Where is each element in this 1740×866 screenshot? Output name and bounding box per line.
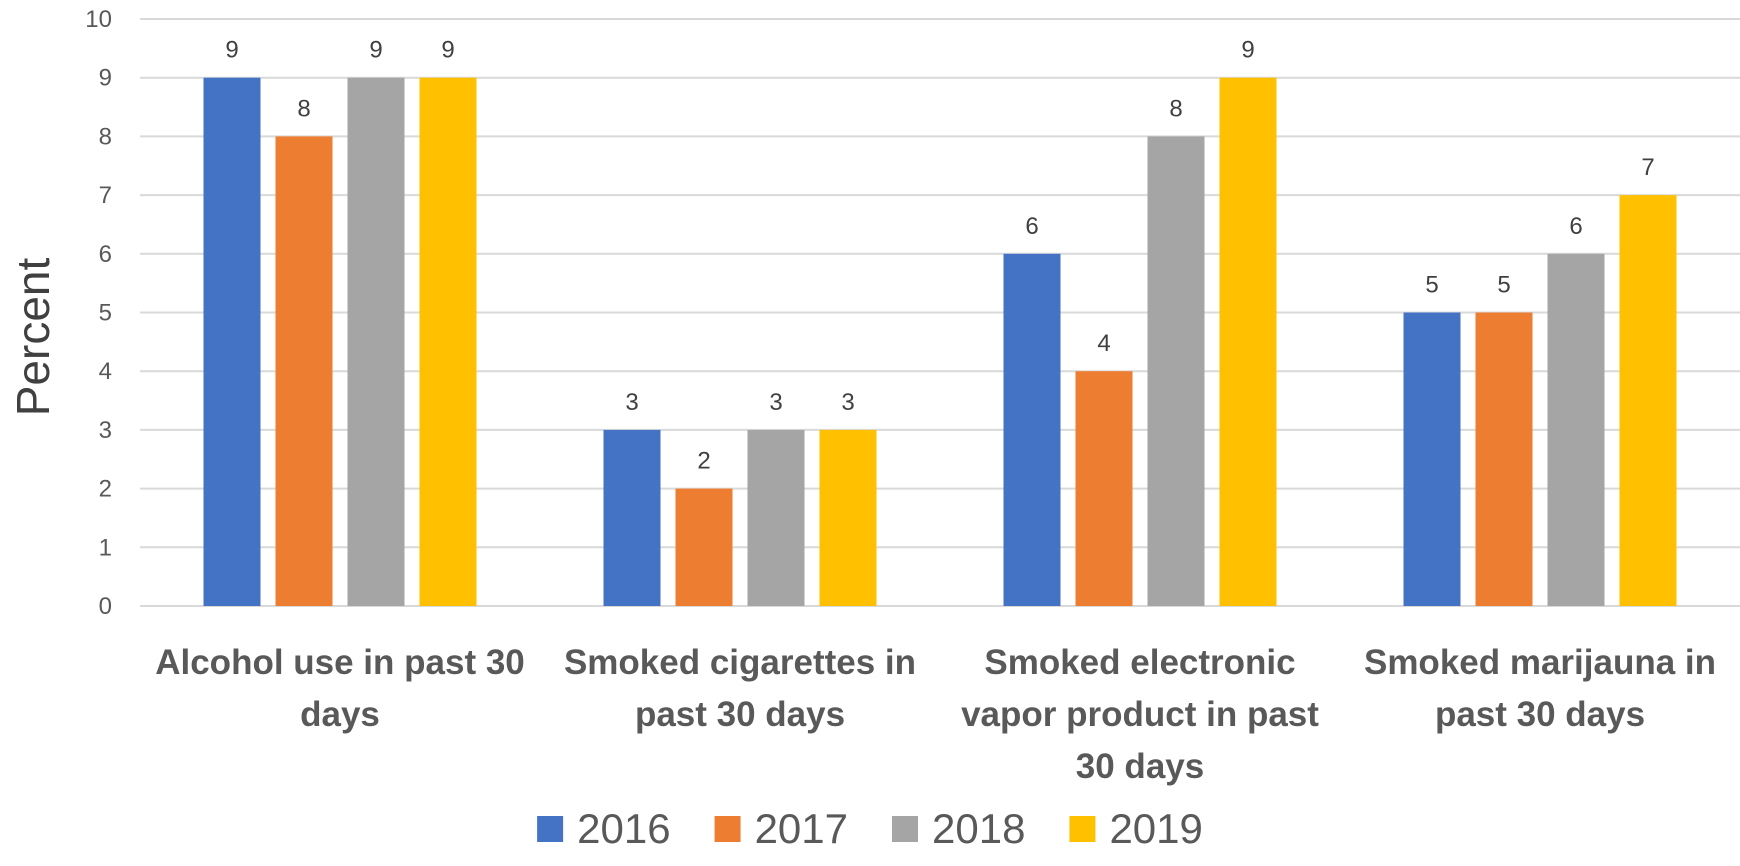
category-label: 30 days (1076, 747, 1204, 786)
data-label: 5 (1425, 272, 1438, 299)
y-tick-label: 8 (99, 123, 112, 150)
data-label: 8 (297, 95, 310, 122)
category-label: vapor product in past (961, 695, 1319, 734)
bar-2018 (1547, 253, 1605, 607)
bar-2018 (747, 429, 805, 606)
data-label: 2 (697, 448, 710, 475)
bar-2018 (347, 77, 405, 606)
category-label: Smoked marijauna in (1364, 643, 1716, 682)
bar-2017 (1075, 371, 1133, 606)
y-tick-label: 2 (99, 476, 112, 503)
y-tick-label: 4 (99, 358, 112, 385)
y-tick-label: 6 (99, 241, 112, 268)
data-label: 4 (1097, 330, 1110, 357)
data-label: 6 (1025, 213, 1038, 240)
gridlines (140, 18, 1740, 607)
category-label: Smoked electronic (984, 643, 1295, 682)
legend-swatch (537, 816, 564, 842)
bar-2017 (675, 488, 733, 606)
data-label: 3 (625, 389, 638, 416)
bar-2017 (1475, 312, 1533, 606)
y-tick-label: 0 (99, 593, 112, 620)
x-axis-categories: Alcohol use in past 30 days Smoked cigaret… (155, 643, 1716, 786)
bar-2016 (603, 429, 661, 606)
legend: 2016 2017 2018 2019 (537, 805, 1203, 852)
y-tick-label: 10 (85, 6, 112, 33)
y-tick-label: 5 (99, 300, 112, 327)
data-label: 9 (441, 37, 454, 64)
y-axis-label: Percent (7, 258, 59, 417)
bar-2016 (1403, 312, 1461, 606)
data-label: 3 (841, 389, 854, 416)
y-tick-label: 1 (99, 534, 112, 561)
data-label: 7 (1641, 154, 1654, 181)
bar-2019 (1219, 77, 1277, 606)
y-tick-label: 7 (99, 182, 112, 209)
bar-2019 (1619, 195, 1677, 606)
data-label: 9 (369, 37, 382, 64)
y-tick-label: 3 (99, 417, 112, 444)
legend-label: 2018 (932, 805, 1025, 852)
bar-2019 (419, 77, 477, 606)
data-label: 9 (1241, 37, 1254, 64)
data-labels: 9 8 9 9 3 2 3 3 6 4 8 9 5 5 6 7 (225, 37, 1654, 475)
y-axis-ticks: 0 1 2 3 4 5 6 7 8 9 10 (85, 6, 112, 620)
bar-2016 (1003, 253, 1061, 607)
category-label: days (300, 695, 380, 734)
bar-2019 (819, 429, 877, 606)
bar-2016 (203, 77, 261, 606)
legend-swatch (714, 816, 741, 842)
data-label: 6 (1569, 213, 1582, 240)
legend-label: 2019 (1109, 805, 1202, 852)
category-label: past 30 days (1435, 695, 1645, 734)
category-label: past 30 days (635, 695, 845, 734)
data-label: 5 (1497, 272, 1510, 299)
bars (203, 77, 1677, 607)
legend-label: 2016 (577, 805, 670, 852)
bar-2018 (1147, 136, 1205, 606)
data-label: 9 (225, 37, 238, 64)
y-tick-label: 9 (99, 65, 112, 92)
category-label: Alcohol use in past 30 (155, 643, 525, 682)
legend-swatch (892, 816, 918, 842)
bar-2017 (275, 136, 333, 606)
data-label: 3 (769, 389, 782, 416)
legend-label: 2017 (755, 805, 848, 852)
data-label: 8 (1169, 95, 1182, 122)
legend-swatch (1069, 816, 1096, 842)
category-label: Smoked cigarettes in (564, 643, 916, 682)
